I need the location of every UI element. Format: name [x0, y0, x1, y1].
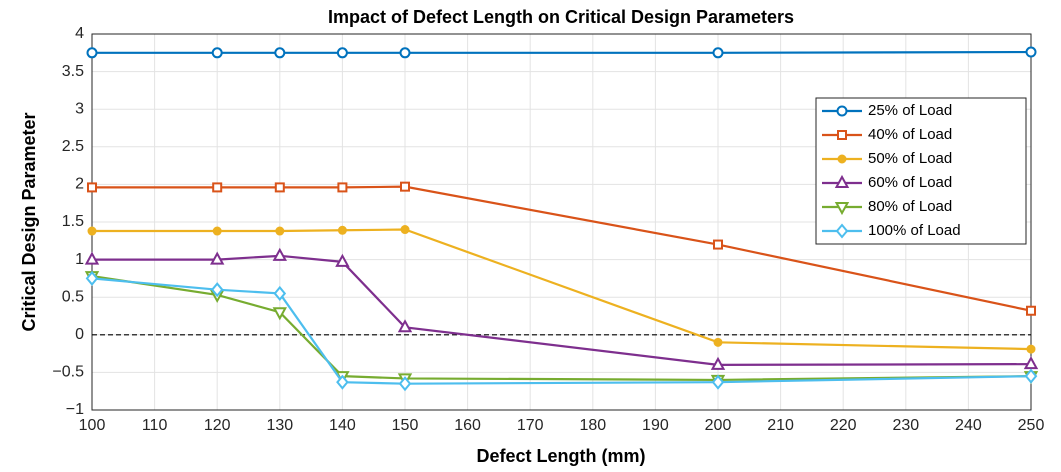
- x-tick-label: 100: [79, 417, 106, 434]
- marker: [84, 251, 100, 265]
- y-tick-label: −1: [66, 401, 84, 418]
- marker: [275, 226, 285, 236]
- marker: [272, 247, 287, 261]
- y-tick-label: −0.5: [52, 364, 84, 381]
- x-tick-label: 150: [392, 417, 419, 434]
- series-line: [91, 277, 1032, 385]
- marker: [400, 225, 410, 235]
- marker: [1025, 46, 1037, 58]
- marker: [336, 47, 348, 59]
- y-tick-label: 2.5: [62, 138, 84, 155]
- y-tick-label: 0: [75, 326, 84, 343]
- x-tick-label: 230: [892, 417, 919, 434]
- plot-frame: [91, 33, 1032, 411]
- marker: [274, 47, 286, 59]
- legend: 25% of Load 40% of Load 50% of Load 60% of …: [815, 97, 1027, 245]
- x-tick-label: 210: [767, 417, 794, 434]
- marker: [210, 282, 224, 298]
- marker: [713, 337, 723, 347]
- marker: [834, 202, 850, 216]
- x-tick-label: 170: [517, 417, 544, 434]
- marker: [274, 182, 285, 193]
- marker: [399, 47, 411, 59]
- marker: [85, 270, 99, 286]
- marker: [1026, 305, 1036, 316]
- marker: [400, 181, 410, 192]
- y-tick-label: 4: [75, 25, 84, 42]
- marker: [837, 154, 847, 164]
- chart-title: Impact of Defect Length on Critical Desi…: [328, 7, 794, 27]
- y-tick-label: 0.5: [62, 288, 84, 305]
- x-tick-label: 200: [705, 417, 732, 434]
- marker: [272, 307, 287, 321]
- x-tick-label: 120: [204, 417, 231, 434]
- marker: [337, 182, 348, 193]
- legend-label: 50% of Load: [868, 150, 952, 167]
- marker: [210, 251, 225, 265]
- marker: [1023, 356, 1039, 370]
- x-tick-label: 240: [955, 417, 982, 434]
- y-tick-label: 3.5: [62, 63, 84, 80]
- marker: [211, 47, 223, 59]
- marker: [834, 174, 850, 188]
- series-line: [92, 228, 1032, 351]
- y-tick-label: 2: [75, 176, 84, 193]
- x-tick-label: 180: [579, 417, 606, 434]
- x-tick-label: 130: [266, 417, 293, 434]
- legend-label: 80% of Load: [868, 198, 952, 215]
- marker: [336, 374, 349, 390]
- marker: [1024, 368, 1038, 384]
- series-line: [92, 50, 1032, 54]
- legend-box: [815, 97, 1027, 245]
- legend-label: 60% of Load: [868, 174, 952, 191]
- marker: [713, 239, 723, 250]
- marker: [273, 285, 287, 302]
- x-tick-label: 160: [454, 417, 481, 434]
- marker: [1026, 344, 1036, 354]
- marker: [87, 226, 97, 236]
- x-axis-label: Defect Length (mm): [476, 446, 645, 466]
- y-tick-label: 1: [75, 251, 84, 268]
- x-tick-label: 190: [642, 417, 669, 434]
- y-tick-label: 1.5: [62, 213, 84, 230]
- marker: [836, 105, 848, 117]
- marker: [335, 253, 350, 267]
- x-tick-label: 110: [142, 417, 168, 434]
- marker: [835, 223, 849, 239]
- legend-label: 40% of Load: [868, 126, 952, 143]
- marker: [398, 376, 412, 392]
- marker: [710, 356, 726, 370]
- marker: [712, 47, 724, 59]
- marker: [837, 130, 847, 140]
- x-tick-label: 250: [1018, 417, 1045, 434]
- x-tick-label: 220: [830, 417, 857, 434]
- y-tick-label: 3: [75, 100, 84, 117]
- series-line: [92, 254, 1032, 366]
- marker: [87, 182, 97, 193]
- marker: [86, 47, 98, 59]
- marker: [711, 374, 725, 390]
- marker: [397, 319, 413, 333]
- marker: [212, 226, 222, 236]
- marker: [212, 182, 223, 193]
- legend-label: 25% of Load: [868, 102, 952, 119]
- y-axis-label: Critical Design Parameter: [19, 112, 39, 331]
- marker: [337, 225, 347, 235]
- x-tick-label: 140: [329, 417, 356, 434]
- legend-label: 100% of Load: [868, 222, 961, 239]
